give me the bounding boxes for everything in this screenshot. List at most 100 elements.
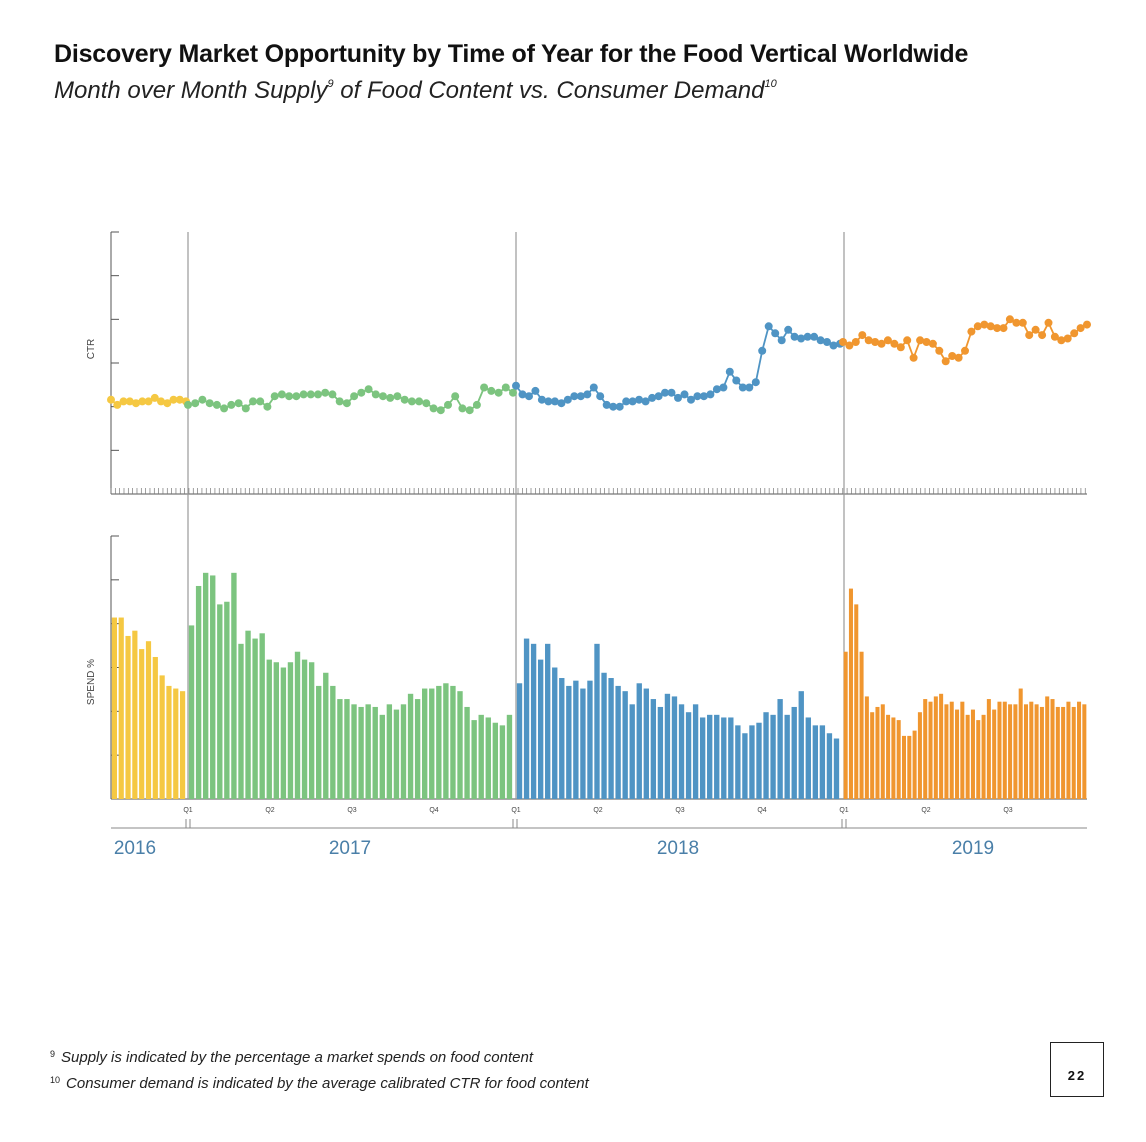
ctr-point [596,392,605,401]
ctr-point [415,397,424,406]
ctr-point [777,336,786,345]
ctr-point [941,357,950,366]
ctr-point [371,390,380,399]
year-label-2018: 2018 [657,838,699,859]
ctr-point [191,399,200,408]
ctr-point [458,404,467,413]
ctr-series-2017 [184,383,517,415]
spend-bar [231,572,237,799]
ctr-point [797,334,806,343]
ctr-point [557,399,566,408]
spend-bar [997,701,1002,799]
ctr-point [393,392,402,401]
quarter-label: Q1 [839,807,848,814]
spend-bar [436,685,442,799]
spend-bar [1055,706,1060,799]
spend-bar [280,667,287,799]
spend-bar [756,722,762,799]
ctr-point [667,388,676,397]
spend-bar [735,725,741,799]
spend-bar [870,712,875,799]
ctr-point [877,339,886,348]
spend-bar [566,685,572,799]
spend-bar [742,733,748,799]
ctr-point [583,390,592,399]
ctr-point [400,395,409,404]
spend-bar [422,688,428,799]
ctr-point [661,388,669,397]
page-number: 22 [1067,1068,1087,1083]
ctr-point [738,383,747,392]
ctr-point [986,322,995,331]
ctr-point [609,402,618,411]
footnote-text: Consumer demand is indicated by the aver… [66,1075,589,1092]
spend-bar [770,714,776,799]
spend-bar [499,725,506,799]
ctr-point [719,383,728,392]
ctr-point [883,336,892,345]
spend-bar [812,725,819,799]
ctr-point [784,325,793,334]
ctr-point [693,392,702,401]
spend-bar [981,714,986,799]
spend-bar [414,699,421,799]
ctr-point [163,399,172,408]
spend-bar [643,688,649,799]
ctr-point [386,393,395,402]
spend-bar [132,630,138,799]
ctr-point [635,395,644,404]
quarter-label: Q1 [511,807,520,814]
spend-bar [492,722,499,799]
ctr-point [745,383,754,392]
ctr-point [1005,315,1014,324]
spend-bar [939,693,944,799]
spend-bar [202,572,209,799]
spend-bar [728,717,734,799]
spend-bar [976,720,981,799]
ctr-point [350,392,359,401]
spend-bar [664,693,671,799]
ctr-point [712,385,721,394]
spend-bar [1034,704,1039,799]
spend-bar [1029,701,1034,799]
ctr-point [364,385,373,394]
spend-bar [365,704,371,799]
spend-bar [180,691,186,799]
ctr-point [674,393,682,402]
spend-bar [443,683,449,799]
spend-bar [294,651,301,799]
spend-bar [173,688,179,799]
ctr-point [531,386,540,395]
spend-bar [912,730,917,799]
spend-bar [886,714,891,799]
spend-bar [188,625,195,799]
subtitle-footnote-mark-b: 10 [764,78,777,90]
spend-bar [139,649,145,799]
spend-bar [1061,706,1066,799]
spend-bar [573,680,579,799]
ctr-point [198,395,207,404]
spend-bar [393,709,400,799]
ctr-point [299,390,308,399]
ctr-point [509,388,517,397]
ctr-point [328,390,337,399]
ctr-point [357,388,366,397]
spend-bar [923,699,928,799]
spend-bar [210,575,216,799]
spend-bar [671,696,678,799]
spend-bar [777,699,783,799]
spend-bar [259,633,265,799]
spend-bar [195,585,202,799]
spend-bar [537,659,544,799]
spend-bar [791,706,797,799]
spend-bar [429,688,435,799]
spend-bar [450,685,456,799]
spend-bar [344,699,350,799]
spend-bar [464,706,470,799]
ctr-point [321,388,330,397]
ctr-point [1070,329,1079,338]
spend-bar [545,643,551,799]
spend-bar [386,704,393,799]
ctr-point [928,339,937,348]
ctr-point [550,397,559,406]
